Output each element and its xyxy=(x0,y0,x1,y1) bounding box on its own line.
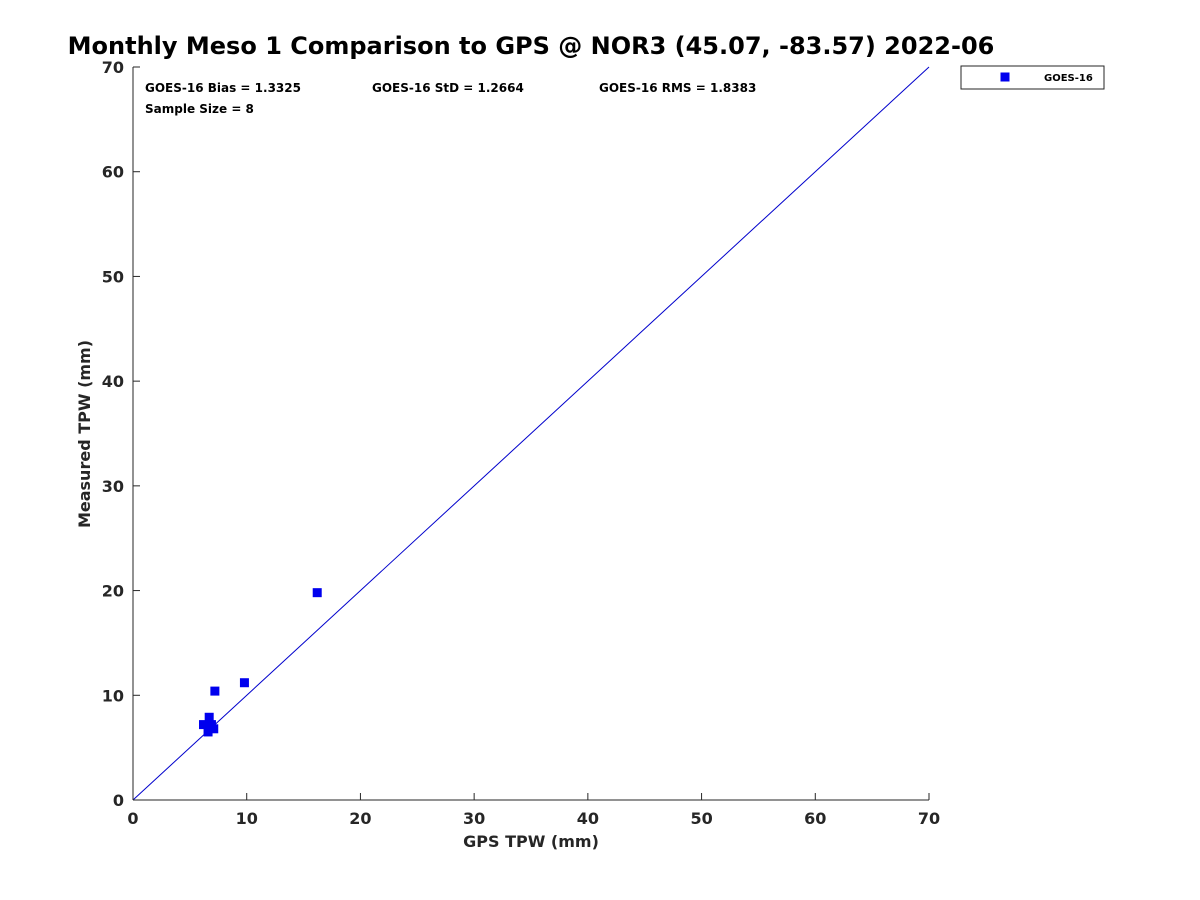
x-tick-label: 60 xyxy=(804,809,826,828)
data-point xyxy=(312,588,322,598)
plot-area: 0 10 20 30 40 50 60 70 0 10 20 30 40 50 60 70 xyxy=(102,58,940,828)
y-tick-label: 50 xyxy=(102,267,124,286)
x-tick-label: 0 xyxy=(127,809,138,828)
data-point xyxy=(210,686,220,696)
chart-title: Monthly Meso 1 Comparison to GPS @ NOR3 … xyxy=(68,32,995,60)
x-axis-label: GPS TPW (mm) xyxy=(463,832,599,851)
stats-annotations: GOES-16 Bias = 1.3325 GOES-16 StD = 1.26… xyxy=(145,81,756,116)
sample-size-stat: Sample Size = 8 xyxy=(145,102,254,116)
data-point xyxy=(204,712,214,722)
y-axis-ticks: 0 10 20 30 40 50 60 70 xyxy=(102,58,140,810)
y-axis-label: Measured TPW (mm) xyxy=(75,340,94,528)
legend: GOES-16 xyxy=(960,65,1105,90)
y-tick-label: 70 xyxy=(102,58,124,77)
y-tick-label: 30 xyxy=(102,477,124,496)
bias-stat: GOES-16 Bias = 1.3325 xyxy=(145,81,301,95)
legend-marker-goes-16 xyxy=(1000,72,1010,82)
x-tick-label: 20 xyxy=(349,809,371,828)
x-tick-label: 40 xyxy=(577,809,599,828)
y-tick-label: 40 xyxy=(102,372,124,391)
rms-stat: GOES-16 RMS = 1.8383 xyxy=(599,81,756,95)
std-stat: GOES-16 StD = 1.2664 xyxy=(372,81,524,95)
data-point xyxy=(209,724,219,734)
data-points xyxy=(199,588,322,737)
y-tick-label: 10 xyxy=(102,686,124,705)
x-axis-ticks: 0 10 20 30 40 50 60 70 xyxy=(127,793,940,828)
y-tick-label: 0 xyxy=(113,791,124,810)
data-point xyxy=(239,678,249,688)
x-tick-label: 10 xyxy=(236,809,258,828)
data-point xyxy=(199,720,209,730)
one-to-one-line xyxy=(132,66,930,801)
data-point xyxy=(203,727,213,737)
x-tick-label: 30 xyxy=(463,809,485,828)
legend-box xyxy=(960,65,1105,90)
y-tick-label: 60 xyxy=(102,163,124,182)
y-tick-label: 20 xyxy=(102,582,124,601)
legend-label-goes-16: GOES-16 xyxy=(1044,73,1093,84)
x-tick-label: 50 xyxy=(690,809,712,828)
x-tick-label: 70 xyxy=(918,809,940,828)
